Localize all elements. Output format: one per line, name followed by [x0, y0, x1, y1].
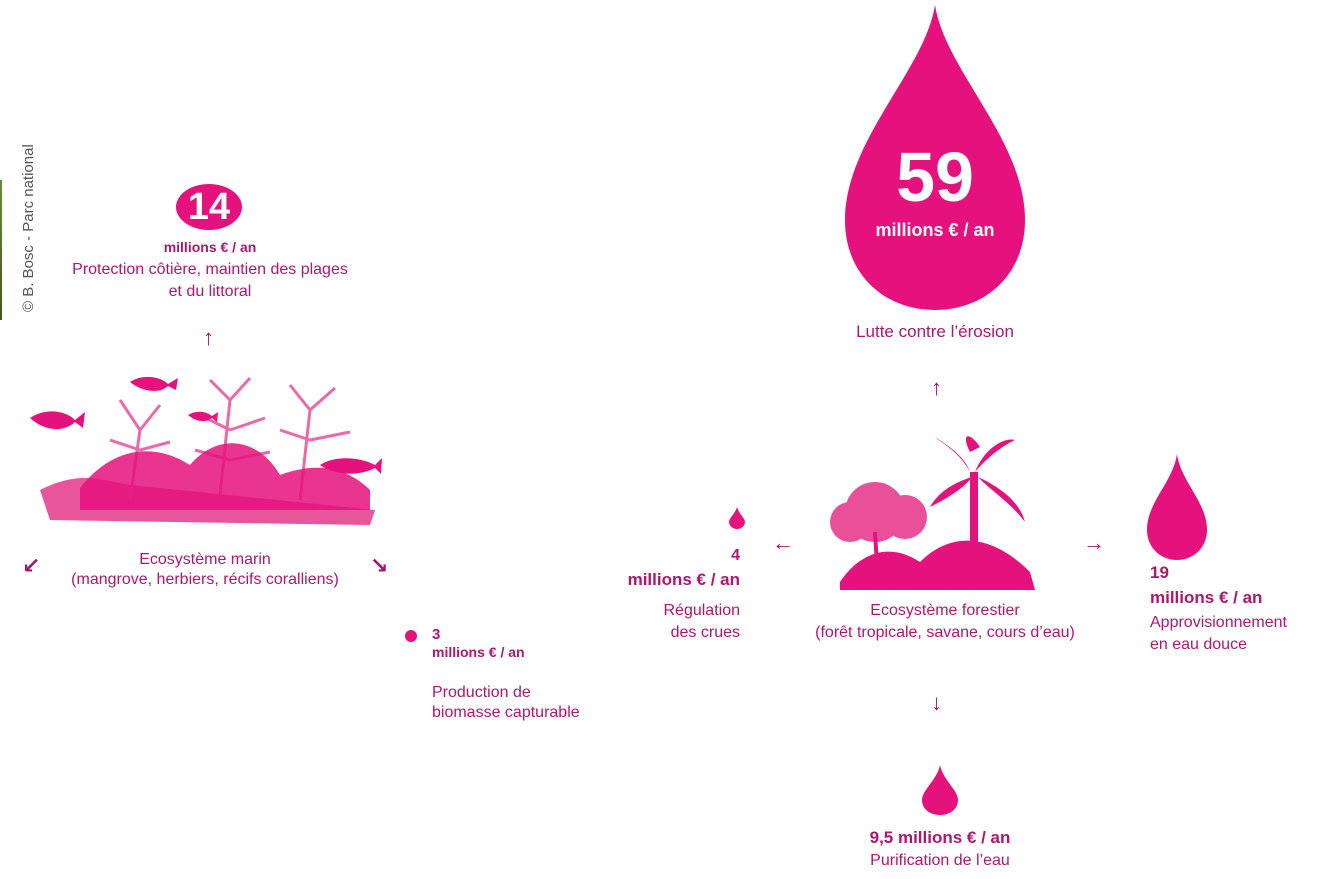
- purification-value: 9,5 millions € / an: [869, 828, 1011, 847]
- erosion-unit: millions € / an: [875, 220, 995, 240]
- floods-drop-icon: [729, 507, 745, 529]
- biomass-dot-icon: [405, 630, 417, 642]
- arrow-left-icon: ←: [772, 530, 794, 555]
- arrow-up-icon: ↑: [931, 375, 942, 400]
- coastal-unit: millions € / an: [163, 239, 257, 255]
- biomass-unit: millions € / an: [432, 644, 525, 660]
- biomass-value: 3: [432, 626, 441, 643]
- freshwater-desc-line1: Approvisionnement: [1150, 614, 1287, 631]
- coastal-value-circle: 14: [176, 184, 242, 230]
- floods-description: Régulation des crues: [590, 600, 741, 644]
- forest-ecosystem-label: Ecosystème forestier (forêt tropicale, s…: [790, 600, 1100, 644]
- freshwater-description: Approvisionnement en eau douce: [1150, 612, 1320, 656]
- purification-description: Purification de l’eau: [870, 852, 1010, 869]
- marine-ecosystem-illustration: [30, 376, 382, 525]
- photo-credit: © B. Bosc - Parc national: [0, 0, 40, 320]
- freshwater-value: 19: [1150, 563, 1169, 582]
- forest-line1: Ecosystème forestier: [870, 602, 1020, 619]
- forest-ecosystem-illustration: [830, 436, 1035, 590]
- forest-line2: (forêt tropicale, savane, cours d’eau): [815, 624, 1075, 641]
- arrow-down-right-icon: ↘: [370, 553, 389, 578]
- coastal-description: Protection côtière, maintien des plages …: [40, 259, 380, 303]
- arrow-down-left-icon: ↙: [22, 553, 41, 578]
- erosion-value: 59: [896, 138, 974, 216]
- erosion-drop-icon: [845, 5, 1025, 310]
- freshwater-desc-line2: en eau douce: [1150, 636, 1247, 653]
- biomass-desc-line2: biomasse capturable: [432, 704, 580, 721]
- coastal-desc-line1: Protection côtière, maintien des plages: [72, 261, 348, 278]
- arrow-right-icon: →: [1083, 530, 1105, 555]
- freshwater-unit: millions € / an: [1150, 588, 1263, 607]
- freshwater-drop-icon: [1147, 454, 1207, 560]
- credit-text: © B. Bosc - Parc national: [20, 144, 37, 312]
- erosion-description: Lutte contre l’érosion: [856, 322, 1014, 341]
- photo-thumbnail: [0, 180, 2, 320]
- biomass-desc-line1: Production de: [432, 684, 531, 701]
- floods-value: 4: [731, 547, 740, 564]
- biomass-description: Production de biomasse capturable: [432, 683, 632, 723]
- arrow-up-icon: ↑: [203, 325, 214, 350]
- floods-desc-line1: Régulation: [663, 602, 741, 619]
- floods-desc-line2: des crues: [670, 624, 740, 641]
- purification-drop-icon: [922, 765, 958, 815]
- arrow-down-icon: ↓: [931, 690, 942, 715]
- marine-line1: Ecosystème marin: [139, 551, 271, 568]
- marine-line2: (mangrove, herbiers, récifs coralliens): [71, 571, 339, 588]
- coastal-value: 14: [187, 185, 231, 228]
- floods-unit: millions € / an: [627, 570, 740, 589]
- coastal-desc-line2: et du littoral: [168, 283, 252, 300]
- marine-ecosystem-label: Ecosystème marin (mangrove, herbiers, ré…: [50, 550, 360, 590]
